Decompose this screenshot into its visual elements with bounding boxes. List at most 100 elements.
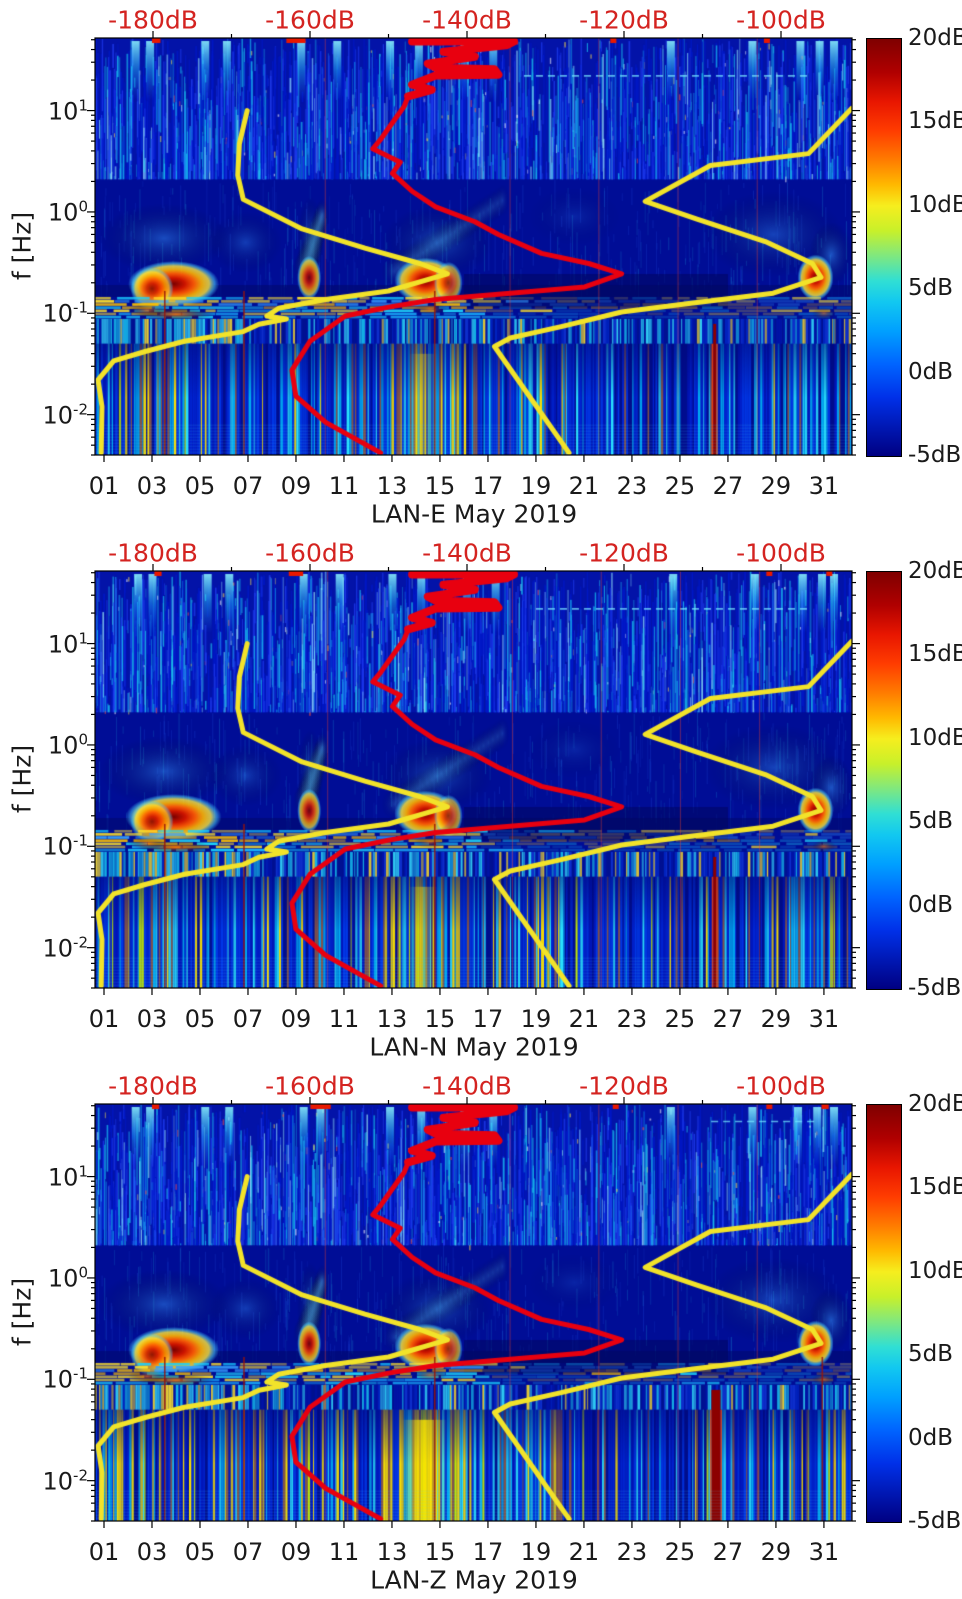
- x-tick-label: 27: [712, 1538, 744, 1566]
- top-db-tick-label: -160dB: [265, 538, 355, 568]
- y-tick-label: 101: [47, 629, 88, 659]
- x-tick-label: 09: [280, 1538, 312, 1566]
- y-tick-label: 10-2: [42, 400, 88, 430]
- x-tick-label: 17: [472, 472, 504, 500]
- x-tick-label: 01: [88, 1538, 120, 1566]
- x-tick-label: 27: [712, 472, 744, 500]
- x-tick-label: 13: [376, 1538, 408, 1566]
- spectrogram-canvas-lan-n: [95, 571, 852, 988]
- panel-title-lan-e: LAN-E May 2019: [370, 499, 578, 529]
- x-tick-label: 29: [760, 1538, 792, 1566]
- x-tick-label: 19: [520, 472, 552, 500]
- x-tick-label: 15: [424, 1005, 456, 1033]
- panel-title-lan-z: LAN-Z May 2019: [370, 1565, 578, 1595]
- x-tick-label: 11: [328, 1538, 360, 1566]
- top-db-tick-label: -100dB: [736, 5, 826, 35]
- x-tick-label: 25: [664, 1538, 696, 1566]
- colorbar-tick-label: -5dB: [908, 1508, 962, 1534]
- colorbar-tick-label: 20dB: [908, 1091, 962, 1117]
- top-db-tick-label: -180dB: [108, 5, 198, 35]
- top-db-tick-label: -140dB: [422, 5, 512, 35]
- x-tick-label: 31: [808, 472, 840, 500]
- x-tick-label: 05: [184, 1538, 216, 1566]
- top-db-tick-label: -120dB: [579, 5, 669, 35]
- panel-lan-z: -180dB -160dB -140dB -120dB -100dB 01 03 05 07 09…: [0, 1066, 962, 1599]
- top-db-tick-label: -180dB: [108, 538, 198, 568]
- x-tick-label: 07: [232, 1005, 264, 1033]
- x-tick-label: 31: [808, 1538, 840, 1566]
- x-tick-label: 03: [136, 472, 168, 500]
- x-tick-label: 23: [616, 472, 648, 500]
- x-tick-label: 27: [712, 1005, 744, 1033]
- x-tick-label: 21: [568, 1538, 600, 1566]
- colorbar-tick-label: 15dB: [908, 1174, 962, 1201]
- top-db-tick-label: -160dB: [265, 1071, 355, 1101]
- colorbar-tick-label: 10dB: [908, 724, 962, 751]
- x-tick-label: 11: [328, 1005, 360, 1033]
- colorbar-tick-label: 20dB: [908, 558, 962, 584]
- y-tick-label: 10-1: [42, 831, 88, 861]
- axes-lan-z: [87, 1097, 873, 1528]
- y-axis-label-lan-n: f [Hz]: [7, 744, 37, 814]
- colorbar-tick-label: 10dB: [908, 191, 962, 218]
- colorbar-tick-label: 5dB: [908, 808, 954, 835]
- x-tick-label: 07: [232, 1538, 264, 1566]
- x-tick-label: 29: [760, 472, 792, 500]
- x-tick-label: 25: [664, 472, 696, 500]
- top-db-tick-label: -140dB: [422, 538, 512, 568]
- top-db-tick-label: -160dB: [265, 5, 355, 35]
- y-axis-label-lan-z: f [Hz]: [7, 1277, 37, 1347]
- colorbar-tick-label: 20dB: [908, 25, 962, 51]
- colorbar-tick-label: 5dB: [908, 275, 954, 302]
- top-db-tick-label: -120dB: [579, 1071, 669, 1101]
- x-tick-label: 11: [328, 472, 360, 500]
- x-tick-label: 13: [376, 472, 408, 500]
- panel-lan-n: -180dB -160dB -140dB -120dB -100dB 01 03 05 07 09…: [0, 533, 962, 1066]
- top-db-tick-label: -120dB: [579, 538, 669, 568]
- colorbar-lan-e: [866, 38, 902, 457]
- y-tick-label: 10-1: [42, 298, 88, 328]
- top-db-tick-label: -180dB: [108, 1071, 198, 1101]
- top-db-tick-label: -140dB: [422, 1071, 512, 1101]
- x-tick-label: 05: [184, 472, 216, 500]
- panel-lan-e: -180dB -160dB -140dB -120dB -100dB 01 03 05 07 09…: [0, 0, 962, 533]
- colorbar-tick-label: 0dB: [908, 358, 954, 385]
- x-tick-label: 19: [520, 1538, 552, 1566]
- colorbar-tick-label: -5dB: [908, 975, 962, 1001]
- x-tick-label: 01: [88, 472, 120, 500]
- x-tick-label: 05: [184, 1005, 216, 1033]
- y-tick-label: 101: [47, 1162, 88, 1192]
- y-tick-label: 10-2: [42, 933, 88, 963]
- x-tick-label: 09: [280, 472, 312, 500]
- y-tick-label: 100: [47, 197, 88, 227]
- x-tick-label: 21: [568, 1005, 600, 1033]
- colorbar-lan-z: [866, 1104, 902, 1523]
- x-tick-label: 25: [664, 1005, 696, 1033]
- y-axis-label-lan-e: f [Hz]: [7, 211, 37, 281]
- colorbar-tick-label: 5dB: [908, 1341, 954, 1368]
- y-tick-label: 100: [47, 1263, 88, 1293]
- x-tick-label: 15: [424, 1538, 456, 1566]
- x-tick-label: 17: [472, 1005, 504, 1033]
- x-tick-label: 13: [376, 1005, 408, 1033]
- colorbar-tick-label: 0dB: [908, 1424, 954, 1451]
- colorbar-tick-label: 15dB: [908, 641, 962, 668]
- x-tick-label: 03: [136, 1005, 168, 1033]
- x-tick-label: 29: [760, 1005, 792, 1033]
- x-tick-label: 23: [616, 1005, 648, 1033]
- colorbar-tick-label: 15dB: [908, 108, 962, 135]
- y-tick-label: 101: [47, 96, 88, 126]
- x-tick-label: 01: [88, 1005, 120, 1033]
- x-tick-label: 17: [472, 1538, 504, 1566]
- panel-title-lan-n: LAN-N May 2019: [369, 1032, 579, 1062]
- colorbar-lan-n: [866, 571, 902, 990]
- axes-lan-e: [87, 31, 873, 462]
- x-tick-label: 23: [616, 1538, 648, 1566]
- y-tick-label: 10-1: [42, 1364, 88, 1394]
- y-tick-label: 100: [47, 730, 88, 760]
- x-tick-label: 03: [136, 1538, 168, 1566]
- x-tick-label: 31: [808, 1005, 840, 1033]
- x-tick-label: 21: [568, 472, 600, 500]
- colorbar-tick-label: 0dB: [908, 891, 954, 918]
